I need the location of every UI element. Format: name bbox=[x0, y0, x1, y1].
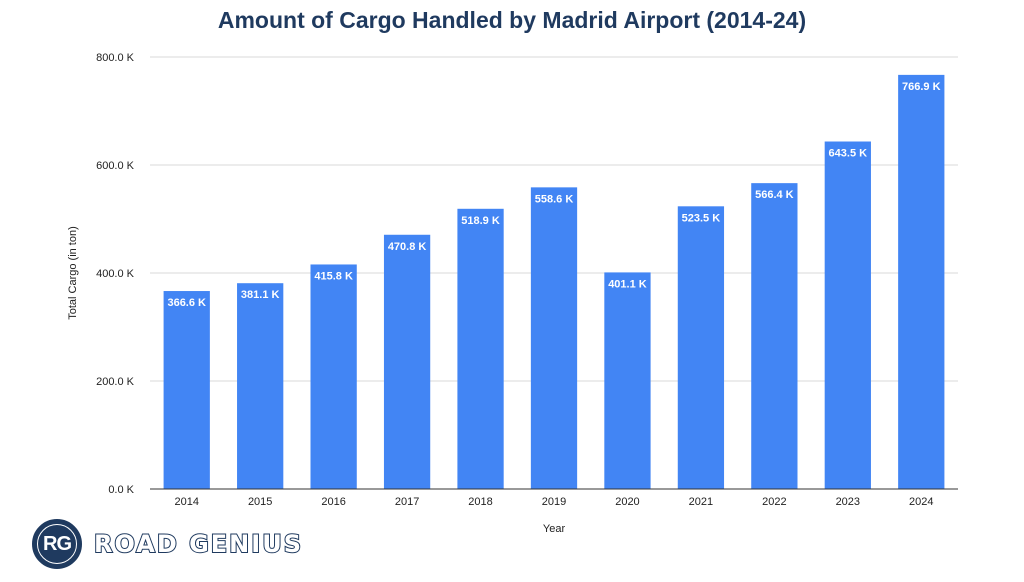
bar bbox=[824, 141, 871, 489]
logo-badge-icon: RG bbox=[32, 519, 82, 569]
bar bbox=[898, 74, 945, 490]
bar bbox=[457, 208, 504, 489]
logo-mark: RG bbox=[43, 532, 72, 555]
x-tick-label: 2014 bbox=[174, 496, 198, 508]
bar-value-label: 566.4 K bbox=[755, 189, 794, 201]
y-axis-ticks: 0.0 K 200.0 K 400.0 K 600.0 K 800.0 K bbox=[96, 52, 135, 496]
chart-title: Amount of Cargo Handled by Madrid Airpor… bbox=[217, 7, 807, 33]
bar-value-label: 558.6 K bbox=[535, 193, 574, 205]
bar-value-label: 518.9 K bbox=[461, 215, 500, 227]
bar bbox=[383, 234, 431, 489]
y-axis-title: Total Cargo (in ton) bbox=[67, 226, 79, 320]
bar bbox=[604, 272, 651, 489]
x-tick-label: 2018 bbox=[468, 496, 492, 508]
x-tick-label: 2021 bbox=[689, 496, 713, 508]
x-tick-label: 2015 bbox=[248, 496, 272, 508]
bar-value-label: 766.9 K bbox=[902, 81, 941, 93]
bar-value-label: 381.1 K bbox=[241, 289, 280, 301]
bar-value-label: 415.8 K bbox=[314, 270, 353, 282]
x-tick-label: 2019 bbox=[542, 496, 566, 508]
bar bbox=[677, 206, 725, 489]
x-axis-ticks: 2014 2015 2016 2017 2018 2019 2020 2021 2022 2023… bbox=[174, 496, 933, 508]
x-tick-label: 2020 bbox=[615, 496, 639, 508]
bar bbox=[751, 183, 798, 490]
y-tick-label: 600.0 K bbox=[96, 160, 135, 172]
y-tick-label: 0.0 K bbox=[108, 484, 134, 496]
x-tick-label: 2022 bbox=[762, 496, 786, 508]
y-tick-label: 200.0 K bbox=[96, 376, 135, 388]
x-tick-label: 2023 bbox=[836, 496, 860, 508]
x-tick-label: 2016 bbox=[321, 496, 345, 508]
brand-logo: RG ROAD GENIUS bbox=[32, 517, 303, 571]
bars: 366.6 K 381.1 K 415.8 K 470.8 K 518.9 K 558.6… bbox=[163, 74, 945, 490]
y-tick-label: 800.0 K bbox=[96, 52, 135, 64]
bar-value-label: 523.5 K bbox=[682, 212, 721, 224]
x-axis-title: Year bbox=[543, 523, 566, 535]
bar bbox=[163, 291, 210, 489]
bar bbox=[237, 283, 284, 489]
bar-value-label: 401.1 K bbox=[608, 278, 647, 290]
x-tick-label: 2017 bbox=[395, 496, 419, 508]
bar bbox=[530, 187, 578, 489]
bar-value-label: 643.5 K bbox=[829, 148, 868, 160]
x-tick-label: 2024 bbox=[909, 496, 933, 508]
y-tick-label: 400.0 K bbox=[96, 268, 135, 280]
bar-value-label: 470.8 K bbox=[388, 241, 427, 253]
bar bbox=[310, 264, 357, 489]
bar-value-label: 366.6 K bbox=[167, 297, 206, 309]
logo-wordmark: ROAD GENIUS bbox=[93, 529, 303, 559]
